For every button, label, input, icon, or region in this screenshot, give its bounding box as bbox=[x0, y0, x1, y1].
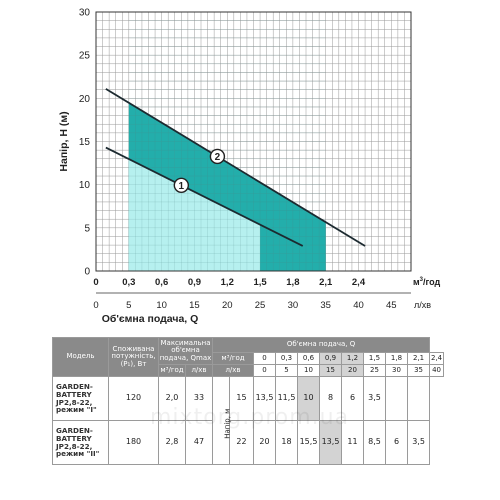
series-marker-2 bbox=[209, 148, 226, 165]
head-value: 10 bbox=[297, 376, 320, 421]
q-m3-header: 1,2 bbox=[341, 352, 364, 365]
series-label-2: 2 bbox=[215, 152, 221, 163]
q-lmin-header: 20 bbox=[341, 364, 364, 377]
head-value: 13,5 bbox=[319, 420, 342, 465]
row-power: 120 bbox=[108, 376, 159, 421]
x-axis-unit-m3: м3/год bbox=[413, 277, 441, 287]
head-value: 11 bbox=[341, 420, 364, 465]
x-tick-label-m3: 2,1 bbox=[319, 277, 333, 288]
head-value: 8,5 bbox=[363, 420, 386, 465]
x-tick-label-m3: 0,9 bbox=[188, 277, 201, 288]
series-label-1: 1 bbox=[179, 181, 185, 192]
x-tick-label-m3: 0,3 bbox=[122, 277, 135, 288]
series-line-1 bbox=[105, 146, 304, 247]
q-m3-header: 2,1 bbox=[406, 352, 431, 365]
q-m3-header: 0,9 bbox=[319, 352, 342, 365]
q-lmin-header: 25 bbox=[363, 364, 386, 377]
y-tick-label: 0 bbox=[84, 267, 90, 278]
chart-areas bbox=[128, 11, 326, 272]
q-lmin-header: 40 bbox=[429, 364, 444, 377]
row-power: 180 bbox=[108, 420, 159, 465]
head-value: 6 bbox=[341, 376, 364, 421]
header-power: Споживана потужність, (P₁), Вт bbox=[108, 337, 159, 377]
plot-frame-rect bbox=[95, 11, 412, 272]
q-lmin-header: 15 bbox=[319, 364, 342, 377]
x-tick-label-lmin: 40 bbox=[353, 300, 364, 311]
header-flow: Об'ємна подача, Q bbox=[211, 337, 431, 353]
x-tick-label-m3: 1,8 bbox=[286, 277, 299, 288]
x-tick-label-m3: 0,6 bbox=[155, 277, 168, 288]
row-model: GARDEN-BATTERY JP2,8-22, режим "I" bbox=[52, 376, 109, 421]
x-tick-label-m3: 1,5 bbox=[253, 277, 267, 288]
x-tick-label-lmin: 10 bbox=[156, 300, 167, 311]
q-lmin-header: 35 bbox=[406, 364, 431, 377]
head-value: 20 bbox=[253, 420, 276, 465]
head-value bbox=[406, 376, 431, 421]
q-m3-header: 1,5 bbox=[363, 352, 386, 365]
q-m3-header: 0,6 bbox=[297, 352, 320, 365]
q-lmin-header: 0 bbox=[253, 364, 276, 377]
head-label-cell: Напір, м bbox=[212, 376, 232, 465]
spec-table-wrap: Модель Споживана потужність, (P₁), Вт Ма… bbox=[52, 337, 444, 465]
header-maxflow-lmin: л/хв bbox=[185, 364, 213, 377]
spec-table: Модель Споживана потужність, (P₁), Вт Ма… bbox=[52, 337, 444, 465]
head-value: 18 bbox=[275, 420, 298, 465]
area-series-1 bbox=[128, 159, 261, 271]
head-value: 8 bbox=[319, 376, 342, 421]
head-value: 13,5 bbox=[253, 376, 276, 421]
x-tick-label-lmin: 35 bbox=[320, 300, 331, 311]
y-tick-label: 10 bbox=[79, 180, 91, 191]
plot-frame bbox=[95, 11, 412, 272]
y-tick-label: 15 bbox=[79, 137, 91, 148]
q-lmin-header: 30 bbox=[385, 364, 408, 377]
head-value: 15 bbox=[229, 376, 254, 421]
q-m3-header: 0 bbox=[253, 352, 276, 365]
y-tick-label: 5 bbox=[84, 223, 90, 234]
x-tick-label-lmin: 45 bbox=[386, 300, 397, 311]
header-model: Модель bbox=[52, 337, 109, 377]
row-qmax-lmin: 33 bbox=[185, 376, 213, 421]
header-flow-m3: м³/год bbox=[212, 352, 254, 365]
x-tick-label-m3: 1,2 bbox=[221, 277, 234, 288]
x-tick-label-lmin: 5 bbox=[126, 300, 131, 311]
x-axis-unit-lmin: л/хв bbox=[414, 300, 431, 310]
row-qmax-m3: 2,0 bbox=[158, 376, 186, 421]
header-flow-lmin: л/хв bbox=[212, 364, 254, 377]
row-qmax-m3: 2,8 bbox=[158, 420, 186, 465]
chart-lines: 12 bbox=[105, 88, 366, 247]
x-tick-label-lmin: 30 bbox=[288, 300, 299, 311]
x-tick-label-m3: 2,4 bbox=[352, 277, 366, 288]
series-line-2 bbox=[105, 88, 366, 247]
head-value bbox=[385, 376, 408, 421]
head-value: 3,5 bbox=[363, 376, 386, 421]
x-tick-label-m3: 0 bbox=[93, 277, 98, 288]
x-tick-label-lmin: 25 bbox=[255, 300, 266, 311]
q-lmin-header: 10 bbox=[297, 364, 320, 377]
y-tick-label: 20 bbox=[79, 94, 91, 105]
q-m3-header: 2,4 bbox=[429, 352, 444, 365]
x-tick-label-lmin: 0 bbox=[93, 300, 98, 311]
x-axis-label: Об'ємна подача, Q bbox=[102, 313, 199, 325]
x-tick-label-lmin: 15 bbox=[189, 300, 200, 311]
head-value: 22 bbox=[229, 420, 254, 465]
y-axis-label: Напір, H (м) bbox=[58, 111, 70, 171]
head-value: 6 bbox=[385, 420, 408, 465]
head-value: 11,5 bbox=[275, 376, 298, 421]
series-marker-1 bbox=[173, 177, 190, 193]
chart-ticks: 0 5 10 15 20 25 30 0 0,3 0,6 0,9 1,2 1,5 1,8 2,1 2,4 0 5 1… bbox=[79, 8, 411, 311]
y-tick-label: 25 bbox=[79, 51, 91, 62]
row-model: GARDEN-BATTERY JP2,8-22, режим "II" bbox=[52, 420, 109, 465]
header-maxflow: Максимальна об'ємна подача, Qmax bbox=[158, 337, 213, 365]
q-m3-header: 1,8 bbox=[385, 352, 408, 365]
header-maxflow-m3: м³/год bbox=[158, 364, 186, 377]
x-tick-label-lmin: 20 bbox=[222, 300, 233, 311]
row-qmax-lmin: 47 bbox=[185, 420, 213, 465]
q-lmin-header: 5 bbox=[275, 364, 298, 377]
head-value: 15,5 bbox=[297, 420, 320, 465]
head-value: 3,5 bbox=[406, 420, 431, 465]
head-label: Напір, м bbox=[223, 408, 232, 439]
q-m3-header: 0,3 bbox=[275, 352, 298, 365]
y-tick-label: 30 bbox=[79, 8, 91, 19]
